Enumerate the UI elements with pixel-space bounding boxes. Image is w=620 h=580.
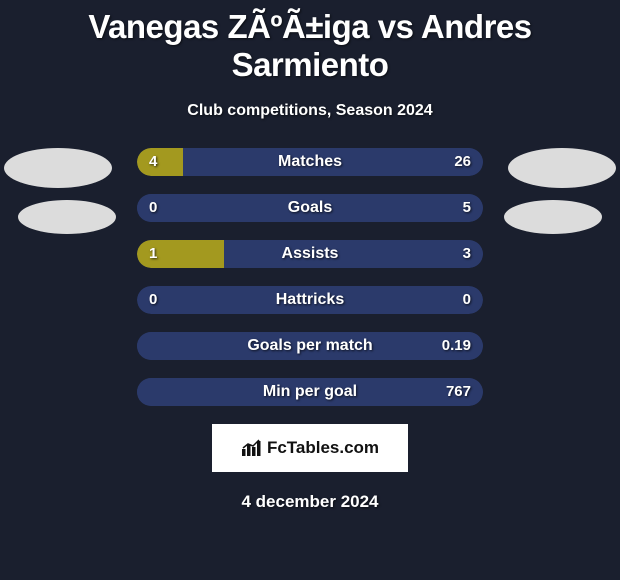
player-right-icon xyxy=(508,148,616,188)
bar-label: Matches xyxy=(137,148,483,176)
bar-row: 426Matches xyxy=(137,148,483,176)
logo-text: FcTables.com xyxy=(267,438,379,458)
site-logo: FcTables.com xyxy=(241,438,379,458)
bar-row: 00Hattricks xyxy=(137,286,483,314)
team-right-icon xyxy=(504,200,602,234)
bar-row: 0.19Goals per match xyxy=(137,332,483,360)
infographic-container: Vanegas ZÃºÃ±iga vs Andres Sarmiento Clu… xyxy=(0,0,620,512)
team-left-icon xyxy=(18,200,116,234)
page-title: Vanegas ZÃºÃ±iga vs Andres Sarmiento xyxy=(0,5,620,84)
bar-label: Goals xyxy=(137,194,483,222)
subtitle: Club competitions, Season 2024 xyxy=(0,102,620,120)
bar-label: Goals per match xyxy=(137,332,483,360)
datestamp: 4 december 2024 xyxy=(0,492,620,512)
chart-area: 426Matches 05Goals 13Assists 00Hattricks 0.1… xyxy=(0,148,620,406)
bar-label: Hattricks xyxy=(137,286,483,314)
logo-chart-icon xyxy=(241,439,263,457)
comparison-bars: 426Matches 05Goals 13Assists 00Hattricks 0.1… xyxy=(137,148,483,406)
bar-row: 05Goals xyxy=(137,194,483,222)
bar-row: 767Min per goal xyxy=(137,378,483,406)
player-left-icon xyxy=(4,148,112,188)
bar-label: Assists xyxy=(137,240,483,268)
bar-row: 13Assists xyxy=(137,240,483,268)
bar-label: Min per goal xyxy=(137,378,483,406)
logo-box: FcTables.com xyxy=(212,424,408,472)
